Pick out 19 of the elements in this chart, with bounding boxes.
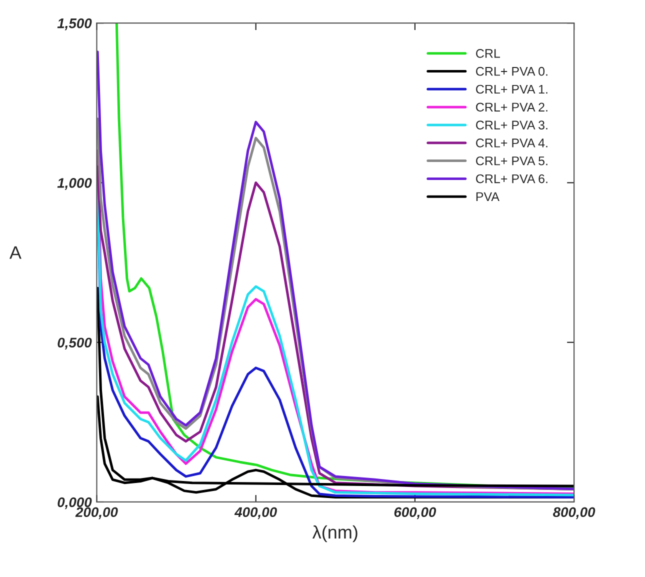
legend-label: CRL+ PVA 1. bbox=[476, 84, 548, 94]
legend-label: CRL bbox=[476, 49, 500, 58]
y-tick-label: 1,500 bbox=[57, 18, 92, 30]
legend-label: CRL+ PVA 6. bbox=[476, 174, 548, 184]
x-tick-label: 200,00 bbox=[75, 507, 118, 520]
x-axis-title: λ(nm) bbox=[312, 525, 358, 542]
legend-label: CRL+ PVA 4. bbox=[476, 138, 548, 148]
legend-label: PVA bbox=[476, 192, 500, 201]
y-axis-title: A bbox=[9, 246, 22, 259]
legend-label: CRL+ PVA 5. bbox=[476, 156, 548, 166]
x-tick-label: 400,00 bbox=[234, 507, 277, 520]
y-tick-label: 0,500 bbox=[58, 338, 92, 350]
legend-label: CRL+ PVA 2. bbox=[476, 102, 548, 112]
legend-label: CRL+ PVA 3. bbox=[476, 120, 548, 130]
y-tick-label: 0,000 bbox=[58, 497, 92, 510]
legend-label: CRL+ PVA 0. bbox=[476, 66, 548, 76]
x-tick-label: 600,00 bbox=[394, 507, 436, 520]
y-tick-label: 1,000 bbox=[57, 178, 92, 190]
x-tick-label: 800,00 bbox=[552, 507, 596, 520]
